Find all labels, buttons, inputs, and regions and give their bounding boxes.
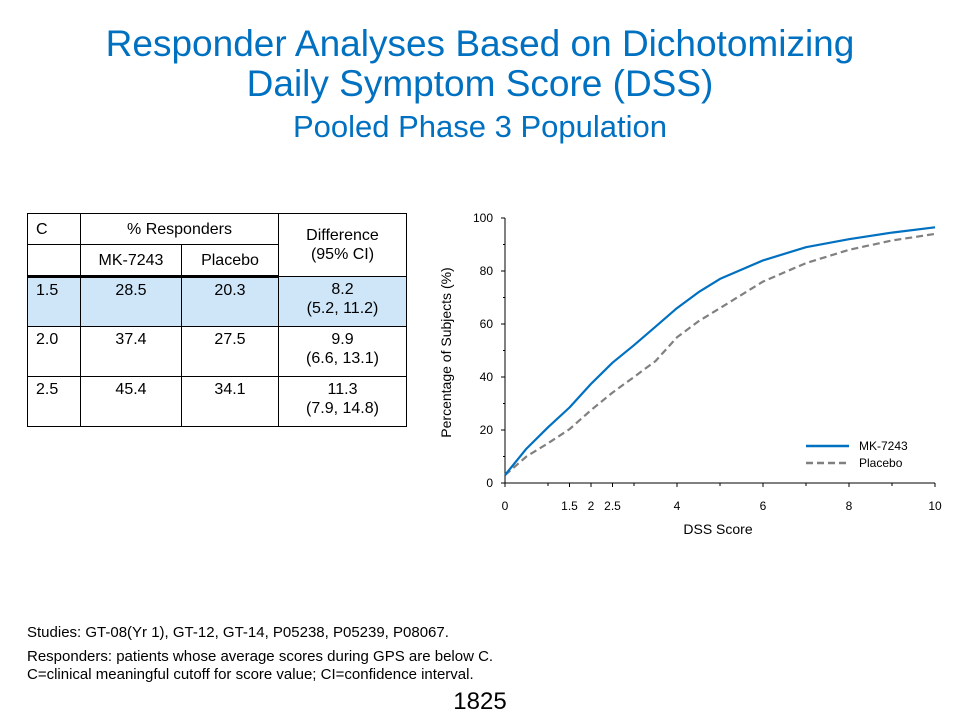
x-tick-label: 10 — [928, 499, 942, 513]
responders-note: Responders: patients whose average score… — [27, 648, 494, 665]
cell-mk: 37.4 — [80, 326, 182, 377]
table-row: 2.5 45.4 34.1 11.3 (7.9, 14.8) — [27, 376, 407, 427]
legend-label: MK-7243 — [859, 439, 908, 453]
cell-difference: 9.9 (6.6, 13.1) — [278, 326, 407, 377]
definitions-note: C=clinical meaningful cutoff for score v… — [27, 666, 474, 683]
x-tick-label: 8 — [846, 499, 853, 513]
responder-table: C % Responders Difference (95% CI) MK-72… — [27, 213, 407, 427]
header-empty-cell — [27, 244, 81, 278]
cell-difference: 8.2 (5.2, 11.2) — [278, 276, 407, 327]
cell-diff-ci: (6.6, 13.1) — [306, 350, 379, 367]
table-row: 1.5 28.5 20.3 8.2 (5.2, 11.2) — [27, 276, 407, 327]
legend-label: Placebo — [859, 456, 903, 470]
cell-diff-ci: (7.9, 14.8) — [306, 400, 379, 417]
title-line-1: Responder Analyses Based on Dichotomizin… — [105, 23, 855, 64]
x-axis-label: DSS Score — [683, 521, 752, 537]
cell-placebo: 27.5 — [181, 326, 279, 377]
cell-placebo: 20.3 — [181, 276, 279, 327]
x-tick-label: 0 — [502, 499, 509, 513]
page-number: 1825 — [453, 688, 507, 715]
title-line-2: Daily Symptom Score (DSS) — [246, 63, 714, 104]
cell-placebo: 34.1 — [181, 376, 279, 427]
cumulative-responder-chart: 0 20 40 60 80 100 0 1.5 2 2.5 4 6 8 10 DSS Score Percen… — [438, 211, 942, 537]
y-tick-label: 20 — [480, 423, 494, 437]
series-line-placebo — [504, 232, 936, 476]
series-line-mk-7243 — [504, 226, 936, 476]
cell-diff-value: 9.9 — [331, 331, 354, 348]
cell-c: 2.0 — [27, 326, 81, 377]
x-tick-label: 1.5 — [561, 499, 578, 513]
y-tick-label: 100 — [473, 211, 493, 225]
cell-difference: 11.3 (7.9, 14.8) — [278, 376, 407, 427]
cell-mk: 28.5 — [80, 276, 182, 327]
table-header-row-1: C % Responders Difference (95% CI) — [27, 213, 407, 277]
table-row: 2.0 37.4 27.5 9.9 (6.6, 13.1) — [27, 326, 407, 377]
header-difference: Difference (95% CI) — [278, 213, 407, 277]
header-difference-line1: Difference — [306, 227, 379, 244]
studies-note: Studies: GT-08(Yr 1), GT-12, GT-14, P052… — [27, 624, 449, 641]
header-difference-line2: (95% CI) — [310, 246, 375, 263]
y-axis-label: Percentage of Subjects (%) — [438, 267, 454, 437]
y-tick-label: 80 — [480, 264, 494, 278]
table-header-row-2: MK-7243 Placebo — [27, 244, 407, 278]
x-tick-label: 4 — [674, 499, 681, 513]
cell-c: 1.5 — [27, 276, 81, 327]
subtitle: Pooled Phase 3 Population — [292, 109, 667, 144]
x-tick-label: 6 — [760, 499, 767, 513]
cell-diff-value: 8.2 — [331, 281, 354, 298]
y-tick-label: 60 — [480, 317, 494, 331]
cell-diff-ci: (5.2, 11.2) — [306, 300, 379, 317]
header-mk: MK-7243 — [80, 244, 182, 278]
x-tick-label: 2.5 — [604, 499, 621, 513]
cell-mk: 45.4 — [80, 376, 182, 427]
header-placebo: Placebo — [181, 244, 279, 278]
cell-c: 2.5 — [27, 376, 81, 427]
x-tick-label: 2 — [588, 499, 595, 513]
header-c: C — [27, 213, 81, 245]
y-tick-label: 40 — [480, 370, 494, 384]
header-responders: % Responders — [80, 213, 279, 245]
y-tick-label: 0 — [486, 476, 493, 490]
cell-diff-value: 11.3 — [327, 381, 358, 398]
